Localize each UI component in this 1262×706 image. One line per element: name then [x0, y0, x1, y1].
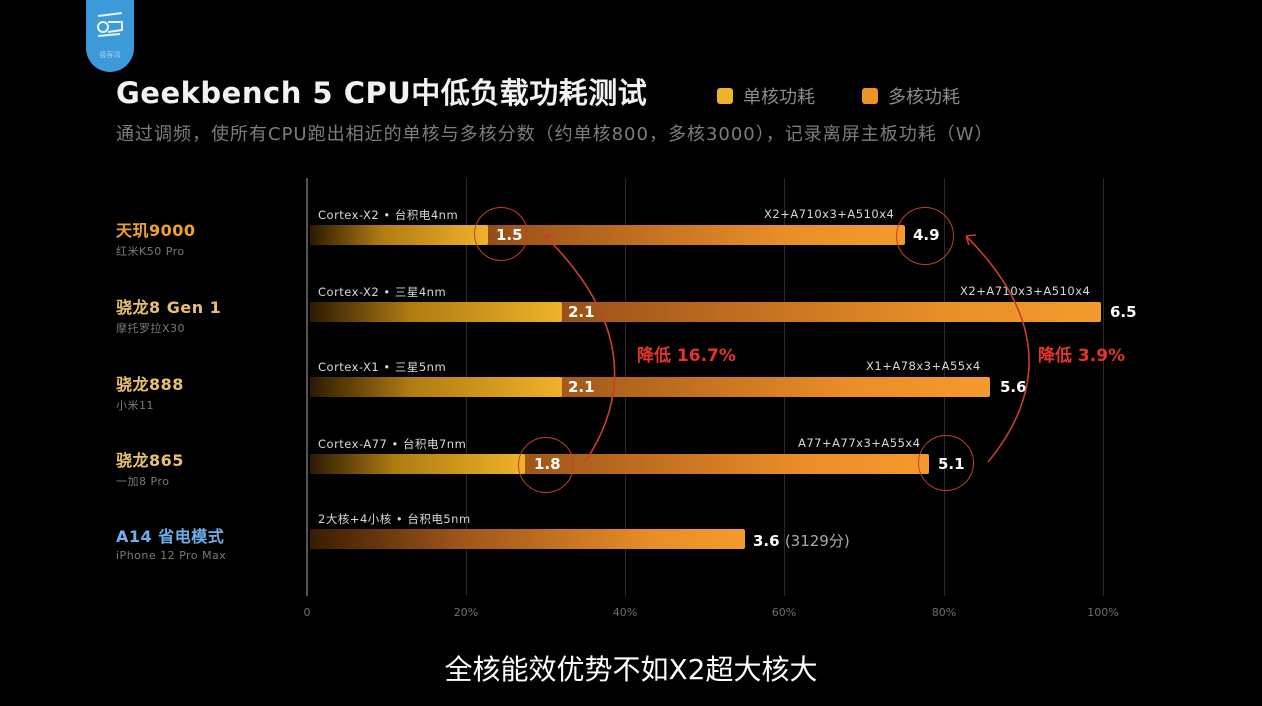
- highlight-circle: [474, 207, 528, 261]
- highlight-circle: [918, 435, 974, 491]
- multi-core-value: 5.6: [1000, 378, 1027, 396]
- device-name: 小米11: [116, 399, 154, 412]
- row-label-snapdragon-888: 骁龙888 小米11: [116, 371, 184, 413]
- bar-multi-core: [310, 529, 745, 549]
- legend-swatch-multi: [862, 88, 878, 104]
- multi-core-value-number: 3.6: [753, 532, 780, 550]
- x-tick: 0: [303, 606, 311, 619]
- row-label-a14: A14 省电模式 iPhone 12 Pro Max: [116, 523, 226, 562]
- chip-name: 骁龙865: [116, 451, 184, 470]
- channel-logo-icon: [97, 12, 123, 37]
- legend-item-multi: 多核功耗: [862, 83, 960, 109]
- row-label-snapdragon-865: 骁龙865 一加8 Pro: [116, 447, 184, 489]
- channel-logo: 极客湾: [86, 0, 134, 72]
- chip-name: 天玑9000: [116, 221, 196, 240]
- row-label-dimensity-9000: 天玑9000 红米K50 Pro: [116, 217, 196, 259]
- x-tick: 80%: [931, 606, 957, 619]
- gridline-100: [1103, 178, 1104, 596]
- video-caption: 全核能效优势不如X2超大核大: [444, 653, 818, 686]
- multi-core-caption: A77+A77x3+A55x4: [798, 436, 921, 450]
- x-tick: 40%: [612, 606, 638, 619]
- device-name: 摩托罗拉X30: [116, 322, 186, 335]
- single-core-drop-annotation: 降低 16.7%: [637, 346, 736, 366]
- device-name: 红米K50 Pro: [116, 245, 185, 258]
- score-note: (3129分): [784, 532, 850, 550]
- multi-core-caption: X1+A78x3+A55x4: [866, 359, 981, 373]
- single-core-value: 2.1: [568, 303, 595, 321]
- row-label-snapdragon-8-gen-1: 骁龙8 Gen 1 摩托罗拉X30: [116, 294, 221, 336]
- device-name: 一加8 Pro: [116, 475, 170, 488]
- chart-subtitle: 通过调频，使所有CPU跑出相近的单核与多核分数（约单核800，多核3000），记…: [116, 124, 994, 145]
- bar-single-core: [310, 302, 562, 322]
- single-core-caption: Cortex-X1 • 三星5nm: [318, 360, 447, 374]
- chip-name: 骁龙8 Gen 1: [116, 298, 222, 317]
- multi-core-caption: X2+A710x3+A510x4: [764, 207, 895, 221]
- chip-name: 骁龙888: [116, 375, 184, 394]
- x-tick: 20%: [453, 606, 479, 619]
- single-core-value: 2.1: [568, 378, 595, 396]
- multi-core-value: 3.6 (3129分): [753, 530, 850, 551]
- chip-name: A14 省电模式: [116, 527, 225, 546]
- device-name: iPhone 12 Pro Max: [116, 549, 227, 562]
- bar-single-core: [310, 377, 562, 397]
- single-core-caption: Cortex-X2 • 台积电4nm: [318, 208, 459, 222]
- single-core-caption: Cortex-X2 • 三星4nm: [318, 285, 447, 299]
- single-core-caption: 2大核+4小核 • 台积电5nm: [318, 512, 471, 526]
- bar-single-core: [310, 225, 488, 245]
- y-axis-line: [306, 178, 308, 596]
- chart-title: Geekbench 5 CPU中低负载功耗测试: [116, 76, 648, 110]
- legend-label-single: 单核功耗: [743, 87, 815, 108]
- multi-core-caption: X2+A710x3+A510x4: [960, 284, 1091, 298]
- single-core-caption: Cortex-A77 • 台积电7nm: [318, 437, 467, 451]
- logo-text: 极客湾: [99, 51, 121, 59]
- multi-core-drop-annotation: 降低 3.9%: [1038, 346, 1126, 366]
- multi-core-value: 6.5: [1110, 303, 1137, 321]
- legend-item-single: 单核功耗: [717, 83, 815, 109]
- legend-swatch-single: [717, 88, 733, 104]
- x-tick: 100%: [1087, 606, 1119, 619]
- highlight-circle: [518, 437, 574, 493]
- highlight-circle: [896, 207, 954, 265]
- x-tick: 60%: [771, 606, 797, 619]
- bar-single-core: [310, 454, 525, 474]
- legend-label-multi: 多核功耗: [888, 87, 960, 108]
